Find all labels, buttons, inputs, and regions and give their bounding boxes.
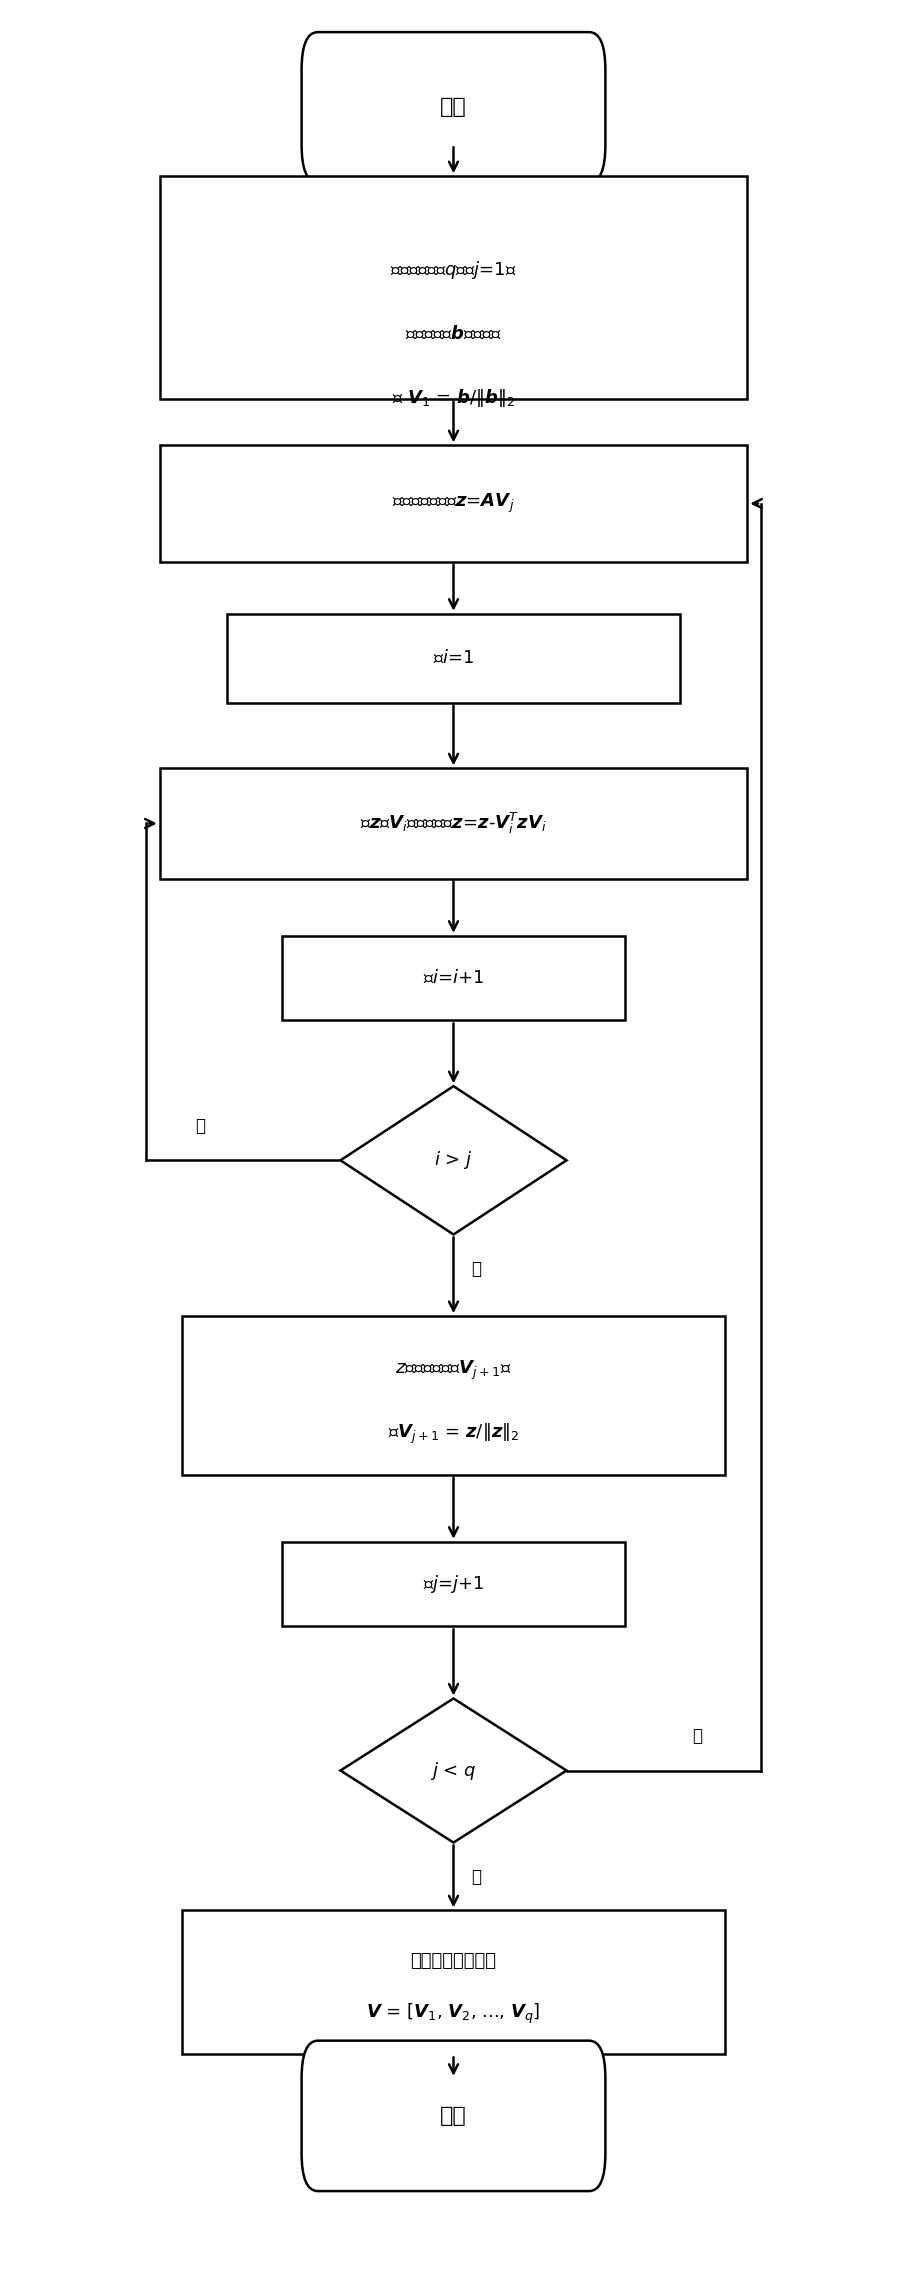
Text: $i$ > $j$: $i$ > $j$ bbox=[434, 1150, 473, 1171]
Text: 是: 是 bbox=[693, 1727, 703, 1746]
Text: 令$i$=$i$+1: 令$i$=$i$+1 bbox=[423, 969, 484, 987]
Text: 否: 否 bbox=[471, 1867, 481, 1885]
Bar bbox=[182, 1911, 725, 2055]
Text: 否: 否 bbox=[195, 1118, 205, 1134]
Text: 得到标准正交基底: 得到标准正交基底 bbox=[411, 1952, 496, 1970]
Bar bbox=[182, 1315, 725, 1475]
Bar bbox=[160, 767, 747, 877]
Text: 给定基底维数$q$，令$j$=1；: 给定基底维数$q$，令$j$=1； bbox=[390, 259, 517, 282]
Text: 将$\boldsymbol{z}$与$\boldsymbol{V}_i$正交化，即$\boldsymbol{z}$=$\boldsymbol{z}$-$\bol: 将$\boldsymbol{z}$与$\boldsymbol{V}_i$正交化，… bbox=[360, 811, 547, 836]
Text: 令$j$=$j$+1: 令$j$=$j$+1 bbox=[423, 1574, 484, 1595]
Text: 是: 是 bbox=[471, 1260, 481, 1278]
Text: $z$单位化后作为$\boldsymbol{V}_{j+1}$，: $z$单位化后作为$\boldsymbol{V}_{j+1}$， bbox=[395, 1359, 512, 1381]
Text: 开始: 开始 bbox=[440, 96, 467, 117]
Polygon shape bbox=[340, 1086, 567, 1235]
Bar bbox=[282, 935, 625, 1019]
Text: 即$\boldsymbol{V}_{j+1}$ = $\boldsymbol{z}$/$\|\boldsymbol{z}\|_2$: 即$\boldsymbol{V}_{j+1}$ = $\boldsymbol{z… bbox=[388, 1420, 519, 1446]
Bar bbox=[282, 1542, 625, 1627]
FancyBboxPatch shape bbox=[302, 32, 605, 183]
Text: 结束: 结束 bbox=[440, 2105, 467, 2126]
Polygon shape bbox=[340, 1698, 567, 1842]
Bar bbox=[160, 444, 747, 561]
Text: 令$i$=1: 令$i$=1 bbox=[433, 648, 474, 667]
Bar bbox=[160, 176, 747, 399]
Bar bbox=[228, 614, 679, 703]
Text: $\boldsymbol{V}$ = [$\boldsymbol{V}_1$, $\boldsymbol{V}_2$, ..., $\boldsymbol{V}: $\boldsymbol{V}$ = [$\boldsymbol{V}_1$, … bbox=[366, 2002, 541, 2025]
Text: $j$ < $q$: $j$ < $q$ bbox=[430, 1759, 477, 1782]
FancyBboxPatch shape bbox=[302, 2041, 605, 2190]
Text: 计算基底列向量$\boldsymbol{z}$=$\boldsymbol{A}$$\boldsymbol{V}_j$: 计算基底列向量$\boldsymbol{z}$=$\boldsymbol{A}$… bbox=[392, 493, 515, 515]
Text: 即 $\boldsymbol{V}_1$ = $\boldsymbol{b}$/$\|\boldsymbol{b}\|_2$: 即 $\boldsymbol{V}_1$ = $\boldsymbol{b}$/… bbox=[392, 387, 515, 408]
Text: 将起始向量$\boldsymbol{b}$单位化，: 将起始向量$\boldsymbol{b}$单位化， bbox=[405, 325, 502, 344]
